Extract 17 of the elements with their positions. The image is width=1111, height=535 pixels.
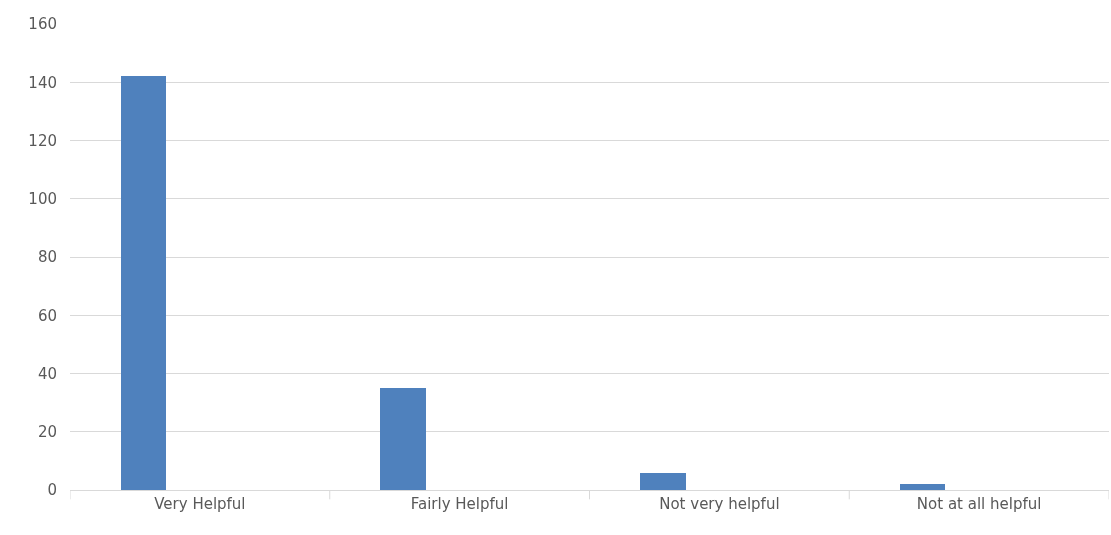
y-tick-label: 80	[37, 248, 57, 267]
y-tick-label: 40	[37, 364, 57, 383]
x-tick-label: Not at all helpful	[916, 495, 1042, 513]
y-tick-label: 20	[37, 423, 57, 441]
bar	[380, 388, 426, 490]
y-tick-label: 100	[28, 190, 57, 208]
bar	[900, 484, 945, 490]
bar	[121, 76, 166, 490]
x-tick-label: Not very helpful	[659, 495, 780, 513]
x-tick-label: Fairly Helpful	[410, 495, 509, 513]
x-tick-label: Very Helpful	[154, 495, 246, 513]
y-tick-label: 60	[37, 306, 57, 325]
y-tick-label: 0	[47, 481, 57, 500]
y-tick-label: 120	[28, 131, 57, 150]
bar	[640, 473, 686, 490]
y-tick-label: 160	[28, 15, 57, 34]
y-tick-label: 140	[28, 73, 57, 92]
